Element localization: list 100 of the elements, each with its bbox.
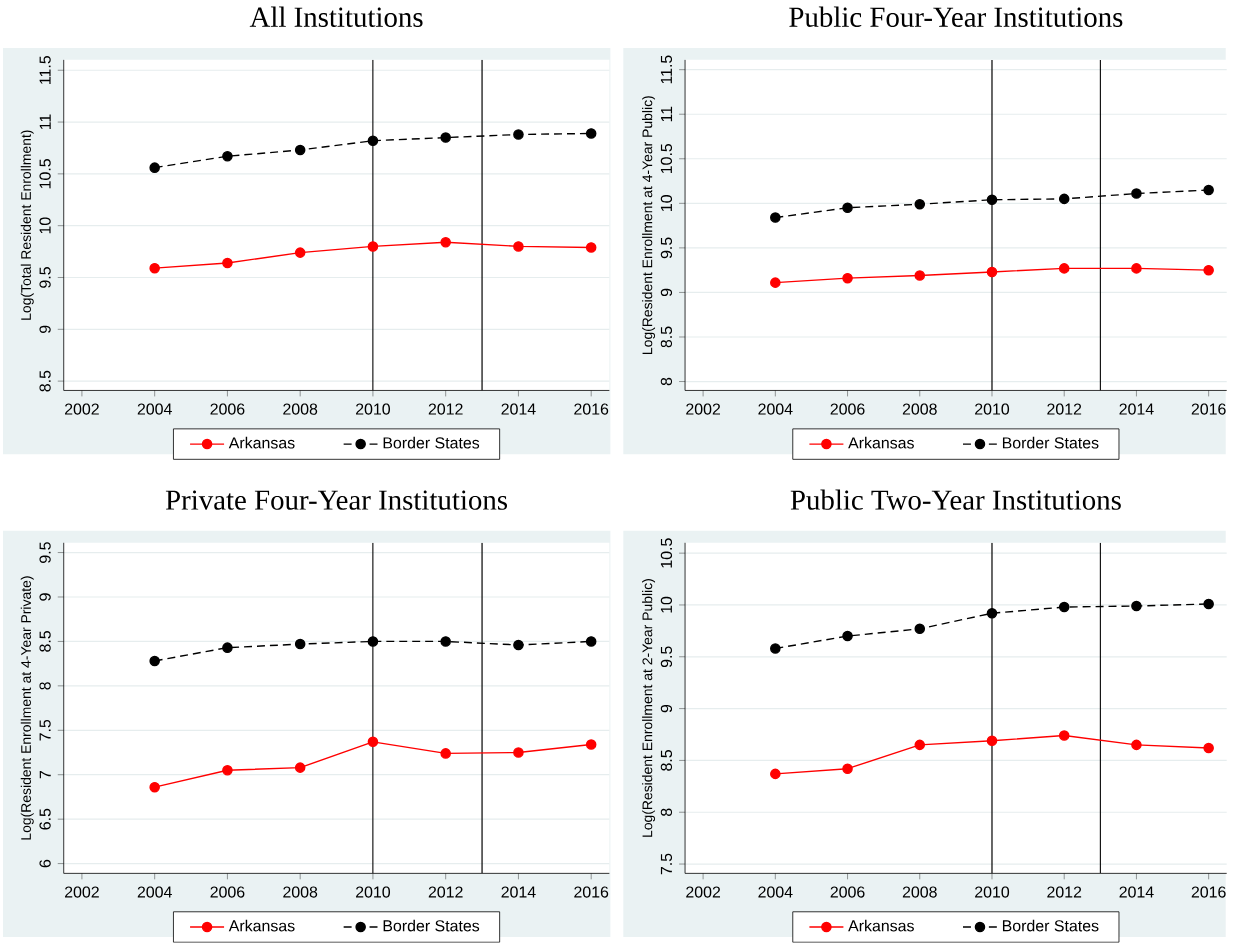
point bbox=[1131, 188, 1142, 199]
x-tick-label: 2006 bbox=[830, 403, 865, 415]
point bbox=[149, 162, 160, 174]
point bbox=[1058, 263, 1070, 274]
x-tick-label: 2008 bbox=[283, 403, 318, 415]
point bbox=[914, 270, 926, 281]
y-tick-label: 8 bbox=[39, 682, 51, 690]
point bbox=[440, 636, 451, 647]
x-tick-label: 2010 bbox=[975, 403, 1010, 415]
y-tick-label: 9 bbox=[660, 705, 673, 713]
point bbox=[1203, 265, 1214, 276]
y-tick-label: 8 bbox=[660, 377, 673, 386]
point bbox=[513, 639, 524, 651]
y-axis-title: Log(Resident Enrollment at 2-Year Public) bbox=[642, 579, 656, 838]
x-tick-label: 2008 bbox=[902, 886, 937, 898]
point bbox=[842, 763, 853, 775]
x-tick-label: 2014 bbox=[501, 886, 536, 898]
x-tick-label: 2010 bbox=[975, 886, 1010, 898]
point bbox=[1058, 601, 1070, 613]
x-tick-label: 2002 bbox=[686, 886, 721, 898]
point bbox=[513, 241, 524, 252]
x-tick-label: 2002 bbox=[65, 403, 99, 415]
point bbox=[149, 782, 160, 793]
point bbox=[842, 630, 853, 642]
point bbox=[770, 277, 781, 289]
y-tick-label: 11.5 bbox=[39, 56, 51, 85]
legend-label: Arkansas bbox=[228, 436, 295, 449]
x-tick-label: 2012 bbox=[1047, 403, 1082, 415]
x-tick-label: 2016 bbox=[574, 886, 609, 898]
y-tick-label: 8.5 bbox=[39, 631, 51, 652]
y-tick-label: 6 bbox=[39, 860, 51, 868]
point bbox=[1058, 193, 1070, 205]
legend-label: Border States bbox=[383, 919, 480, 932]
chart-title: Private Four-Year Institutions bbox=[165, 490, 508, 511]
point bbox=[440, 237, 451, 248]
x-tick-label: 2008 bbox=[283, 886, 318, 898]
point bbox=[1203, 742, 1214, 754]
y-tick-label: 11.5 bbox=[660, 55, 673, 84]
x-tick-label: 2016 bbox=[1191, 886, 1226, 898]
point bbox=[294, 762, 306, 774]
x-tick-label: 2002 bbox=[65, 886, 99, 898]
point bbox=[294, 247, 306, 259]
x-tick-label: 2014 bbox=[501, 403, 536, 415]
y-tick-label: 9 bbox=[39, 325, 51, 334]
y-tick-label: 9 bbox=[39, 593, 51, 601]
point bbox=[1203, 598, 1214, 610]
y-tick-label: 10 bbox=[660, 596, 673, 613]
y-tick-label: 7 bbox=[39, 771, 51, 779]
point bbox=[149, 263, 160, 274]
point bbox=[986, 608, 998, 619]
y-tick-label: 10 bbox=[660, 195, 673, 212]
chart-title: Public Four-Year Institutions bbox=[789, 6, 1123, 28]
point bbox=[986, 266, 998, 278]
point bbox=[367, 241, 379, 252]
y-tick-label: 10 bbox=[39, 217, 51, 234]
x-tick-label: 2004 bbox=[758, 886, 793, 898]
y-tick-label: 8.5 bbox=[660, 750, 673, 771]
point bbox=[770, 643, 781, 654]
x-tick-label: 2008 bbox=[902, 403, 937, 415]
y-tick-label: 9.5 bbox=[39, 267, 51, 288]
legend-label: Border States bbox=[1002, 436, 1099, 449]
x-tick-label: 2010 bbox=[356, 886, 391, 898]
point bbox=[1058, 730, 1070, 741]
y-tick-label: 10.5 bbox=[39, 159, 51, 189]
point bbox=[222, 765, 233, 776]
point bbox=[986, 194, 998, 206]
legend-label: Border States bbox=[1002, 919, 1099, 932]
y-tick-label: 11 bbox=[39, 114, 51, 130]
y-axis-title: Log(Resident Enrollment at 4-Year Public) bbox=[642, 96, 656, 355]
point bbox=[149, 655, 160, 667]
y-tick-label: 10.5 bbox=[660, 538, 673, 568]
y-tick-label: 7.5 bbox=[39, 720, 51, 741]
y-axis-title: Log(Total Resident Enrollment) bbox=[20, 130, 34, 320]
point bbox=[770, 212, 781, 224]
y-tick-label: 7.5 bbox=[660, 853, 673, 875]
x-tick-label: 2002 bbox=[686, 403, 721, 415]
point bbox=[585, 128, 597, 139]
point bbox=[585, 242, 597, 253]
y-axis-title: Log(Resident Enrollment at 4-Year Private) bbox=[20, 576, 34, 840]
point bbox=[222, 642, 233, 654]
legend-label: Arkansas bbox=[848, 919, 914, 932]
point bbox=[1203, 184, 1214, 196]
point bbox=[367, 135, 379, 147]
point bbox=[440, 132, 451, 144]
point bbox=[1131, 600, 1142, 612]
x-tick-label: 2004 bbox=[137, 886, 172, 898]
point bbox=[842, 273, 853, 284]
point bbox=[1131, 739, 1142, 751]
x-tick-label: 2006 bbox=[210, 403, 245, 415]
legend-label: Arkansas bbox=[228, 919, 295, 932]
point bbox=[367, 736, 379, 748]
point bbox=[294, 638, 306, 650]
point bbox=[440, 748, 451, 759]
y-tick-label: 8 bbox=[660, 808, 673, 817]
point bbox=[914, 199, 926, 210]
point bbox=[842, 202, 853, 214]
x-tick-label: 2012 bbox=[428, 886, 463, 898]
y-tick-label: 6.5 bbox=[39, 808, 51, 830]
y-tick-label: 8.5 bbox=[39, 370, 51, 392]
x-tick-label: 2014 bbox=[1119, 403, 1154, 415]
